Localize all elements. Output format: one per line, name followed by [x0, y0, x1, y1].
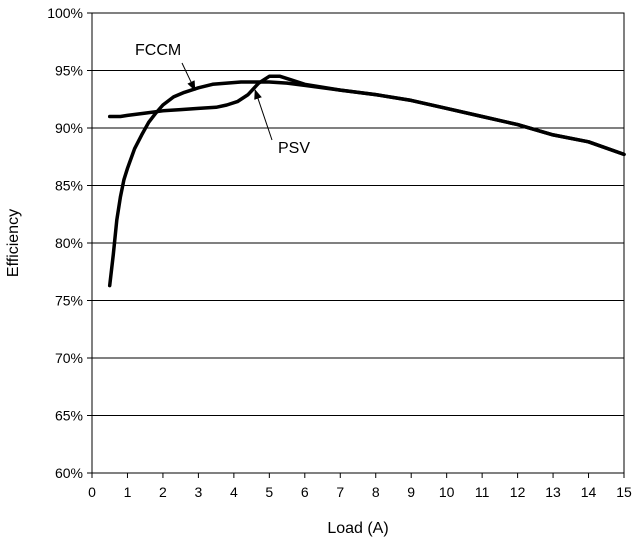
x-tick-label: 3: [195, 484, 203, 500]
x-tick-label: 14: [581, 484, 597, 500]
x-tick-label: 11: [475, 484, 490, 500]
y-tick-label: 60%: [55, 465, 83, 481]
y-tick-label: 75%: [55, 293, 83, 309]
x-tick-label: 6: [301, 484, 309, 500]
y-tick-label: 65%: [55, 408, 83, 424]
x-tick-label: 10: [439, 484, 455, 500]
y-tick-label: 100%: [47, 5, 83, 21]
annotation-arrow: [181, 62, 196, 91]
x-tick-label: 5: [265, 484, 273, 500]
x-tick-label: 0: [88, 484, 96, 500]
x-tick-label: 1: [124, 484, 132, 500]
annotation-label-psv: PSV: [278, 140, 310, 157]
series-lines: [107, 74, 626, 288]
x-tick-label: 9: [407, 484, 415, 500]
x-tick-label: 12: [510, 484, 526, 500]
annotation-label-fccm: FCCM: [135, 42, 181, 59]
x-tick-label: 7: [336, 484, 344, 500]
y-tick-label: 85%: [55, 178, 83, 194]
x-tick-label: 13: [545, 484, 561, 500]
x-tick-label: 15: [616, 484, 632, 500]
x-axis-ticks: 0 1 2 3 4 5 6 7 8 9 10 11 12 13 14 15: [88, 473, 632, 500]
y-tick-label: 80%: [55, 235, 83, 251]
x-tick-label: 8: [372, 484, 380, 500]
y-tick-label: 90%: [55, 120, 83, 136]
series-line-fccm: [107, 80, 626, 288]
x-tick-label: 4: [230, 484, 238, 500]
y-tick-label: 95%: [55, 63, 83, 79]
x-tick-label: 2: [159, 484, 167, 500]
y-axis-title: Efficiency: [5, 209, 22, 277]
y-axis-ticks: 60% 65% 70% 75% 80% 85% 90% 95% 100%: [47, 5, 92, 481]
annotations: FCCM PSV: [135, 42, 310, 157]
y-tick-label: 70%: [55, 350, 83, 366]
series-line-psv: [107, 74, 626, 157]
x-axis-title: Load (A): [327, 520, 388, 537]
grid-lines: [92, 70, 624, 416]
annotation-arrow: [254, 89, 273, 141]
